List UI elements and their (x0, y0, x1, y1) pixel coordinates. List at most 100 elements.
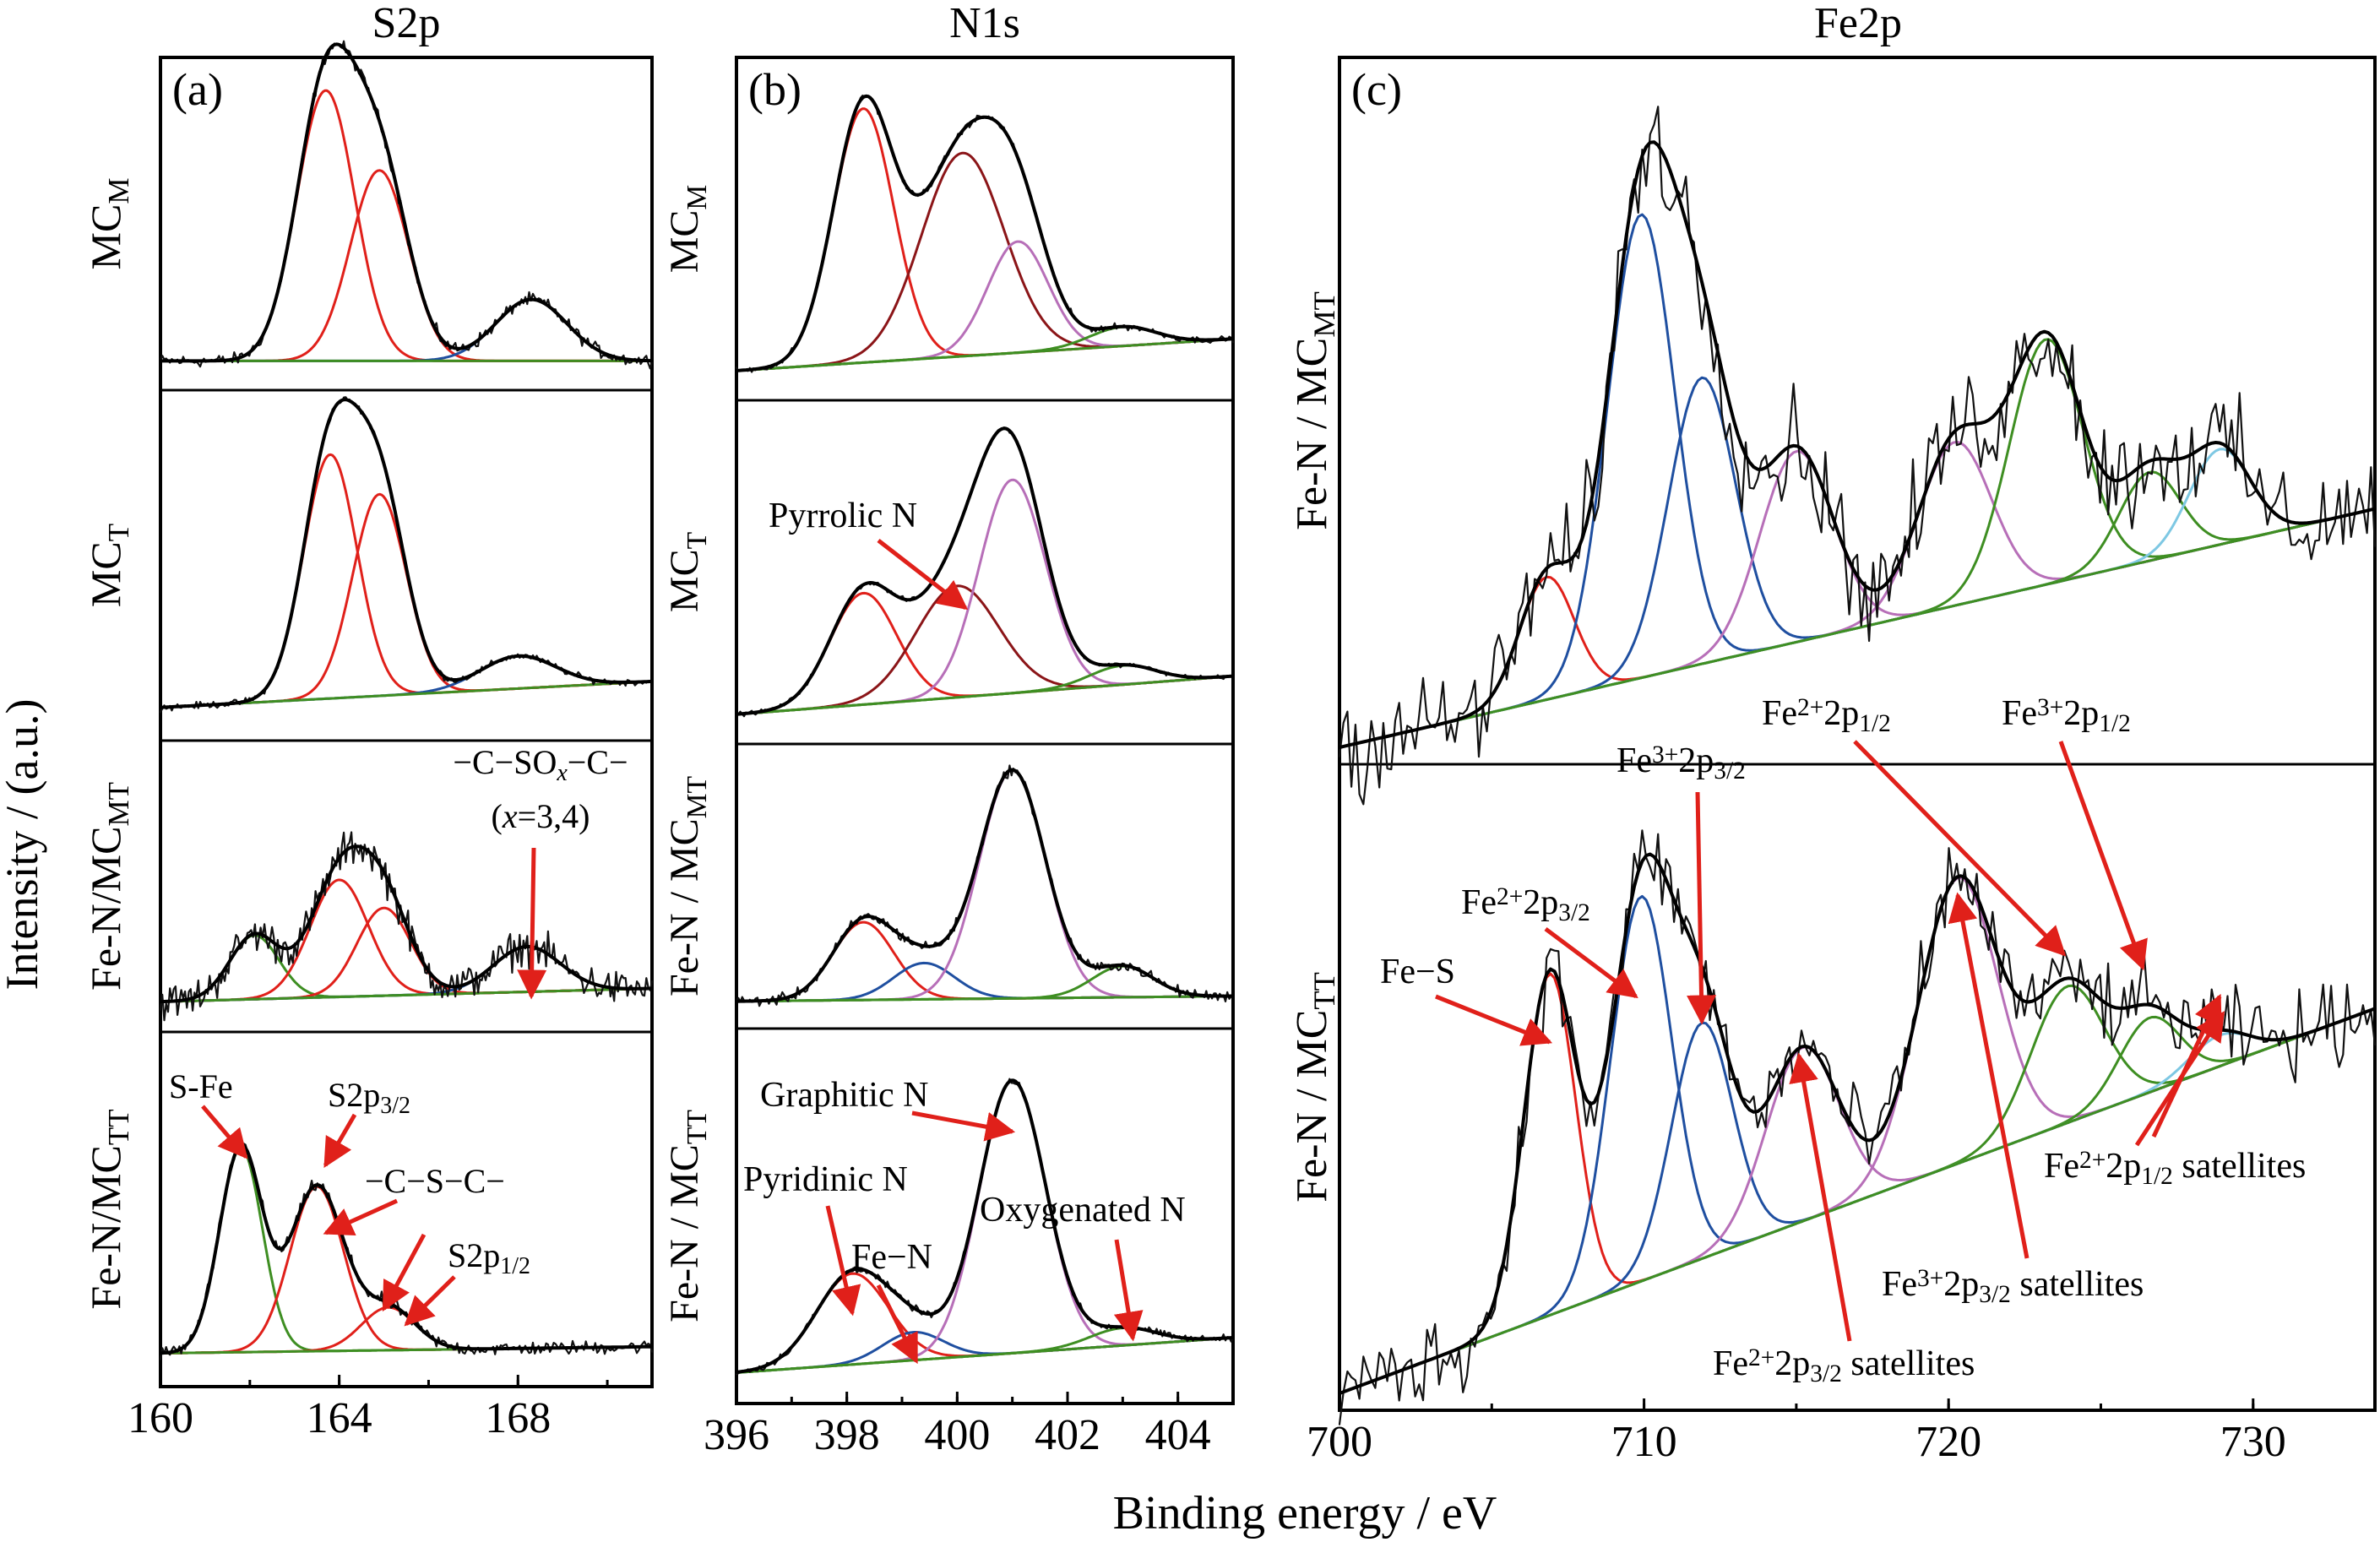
annotation-oxygenated: Oxygenated N (980, 1191, 1186, 1230)
spectrum-stack (159, 396, 654, 714)
annotation-c-sox-c: −C−SOx−C− (453, 743, 628, 786)
annotation-arrow (1853, 740, 2067, 957)
x-tick-label: 396 (704, 1411, 769, 1459)
panel-frame (735, 56, 1235, 1405)
stack-label: MCT (662, 532, 713, 612)
annotation-arrow (1435, 994, 1553, 1046)
annotation-fe2-2p12-sat: Fe2+2p1/2 satellites (2044, 1147, 2306, 1190)
annotation-arrow (1687, 791, 1717, 1025)
component-peak (1338, 338, 2377, 749)
panel-c-fe2p: Fe2p (c) 700 710 720 730 Fe-N / MCMT Fe-N / MCT… (1288, 0, 2377, 1466)
panel-label: (a) (172, 64, 223, 115)
panel-label: (c) (1351, 64, 1402, 115)
stack-label: Fe-N/MCMT (82, 782, 135, 991)
annotation-fe2-2p12: Fe2+2p1/2 (1762, 694, 1891, 737)
annotation-fe3-2p32-sat: Fe3+2p3/2 satellites (1882, 1265, 2144, 1308)
baseline (159, 987, 654, 1003)
x-tick-label: 710 (1611, 1418, 1677, 1466)
x-tick-label: 160 (128, 1394, 193, 1442)
panel-title: S2p (372, 0, 441, 47)
raw-data (735, 764, 1235, 1007)
component-peak (735, 768, 1235, 1003)
annotation-arrow (517, 847, 547, 1000)
annotation-arrow (404, 1275, 456, 1327)
annotation-arrow (323, 1198, 399, 1235)
panel-title: Fe2p (1814, 0, 1902, 47)
annotation-graphitic: Graphitic N (760, 1076, 928, 1115)
x-tick-label: 720 (1915, 1418, 1981, 1466)
spectrum-stack (735, 94, 1235, 373)
annotation-fe2-2p32: Fe2+2p3/2 (1461, 883, 1590, 926)
spectrum-stack (159, 40, 654, 370)
baseline (735, 675, 1235, 716)
annotation-pyrrolic: Pyrrolic N (769, 497, 917, 535)
component-peak (159, 453, 654, 709)
annotation-s-fe: S-Fe (169, 1067, 233, 1105)
stack-label: Fe-N / MCTT (1288, 972, 1341, 1203)
x-axis-label: Binding energy / eV (1113, 1487, 1497, 1539)
panel-a-s2p: S2p (a) 160 164 168 MCM MCT Fe-N/MCMT Fe-N/MCTT S… (82, 0, 654, 1442)
annotation-fe-s: Fe−S (1380, 953, 1455, 991)
stack-label: MCM (662, 185, 713, 274)
fit-envelope (735, 94, 1235, 372)
annotation-arrow (2058, 741, 2148, 971)
annotation-c-s-c: −C−S−C− (365, 1162, 505, 1200)
fit-envelope (159, 398, 654, 709)
x-tick-label: 402 (1035, 1411, 1100, 1459)
annotation-arrow (2134, 1011, 2225, 1147)
annotation-arrow (323, 1113, 357, 1169)
raw-data (735, 95, 1235, 373)
spectrum-stack (735, 1078, 1235, 1376)
y-axis-label: Intensity / (a.u.) (0, 699, 47, 991)
panel-frame (1338, 56, 2377, 1412)
annotation-arrow (1113, 1239, 1144, 1342)
annotation-arrow (877, 539, 969, 611)
stack-label: Fe-N / MCMT (1288, 291, 1341, 530)
baseline (735, 337, 1235, 372)
x-tick-label: 400 (924, 1411, 990, 1459)
x-tick-label: 168 (485, 1394, 551, 1442)
annotation-pyridinic: Pyridinic N (743, 1160, 908, 1199)
stack-label: Fe-N / MCTT (662, 1110, 713, 1322)
panel-b-n1s: N1s (b) 396 398 400 402 404 MCM MCT Fe-N / MCMT Fe… (662, 0, 1235, 1459)
stack-label: MCM (82, 178, 135, 270)
raw-data (159, 396, 654, 714)
annotation-arrow (825, 1205, 861, 1317)
fit-envelope (735, 1078, 1235, 1374)
annotation-arrow (911, 1110, 1016, 1142)
annotation-fe-n: Fe−N (851, 1238, 932, 1277)
baseline (735, 995, 1235, 1003)
stack-label: Fe-N/MCTT (82, 1109, 135, 1309)
spectrum-stack (735, 764, 1235, 1007)
annotation-arrow (382, 1233, 427, 1312)
annotation-s2p32: S2p3/2 (328, 1076, 410, 1119)
x-tick-label: 164 (307, 1394, 372, 1442)
x-tick-label: 398 (814, 1411, 880, 1459)
stack-label: Fe-N / MCMT (662, 776, 713, 996)
baseline (1338, 1007, 2377, 1395)
stack-label: MCT (82, 524, 135, 607)
fit-envelope (159, 42, 654, 363)
fit-envelope (1338, 852, 2377, 1395)
panel-label: (b) (748, 64, 801, 115)
component-peak (735, 151, 1235, 372)
annotation-arrow (876, 1284, 919, 1365)
panel-frame (159, 56, 654, 1388)
x-tick-label: 730 (2220, 1418, 2286, 1466)
component-peak (1338, 213, 2377, 749)
fit-envelope (159, 844, 654, 1004)
annotation-fe2-2p32-sat: Fe2+2p3/2 satellites (1713, 1344, 1975, 1387)
baseline (1338, 508, 2377, 749)
baseline (735, 1336, 1235, 1374)
x-tick-label: 700 (1307, 1418, 1372, 1466)
spectrum-stack (1338, 106, 2377, 806)
fit-envelope (1338, 140, 2377, 749)
annotation-x-range: (x=3,4) (492, 797, 590, 835)
annotation-s2p12: S2p1/2 (448, 1236, 530, 1279)
annotation-arrow (201, 1105, 248, 1159)
fit-envelope (735, 426, 1235, 716)
spectrum-stack (735, 426, 1235, 718)
annotation-fe3-2p32: Fe3+2p3/2 (1617, 741, 1746, 785)
spectrum-stack (159, 831, 654, 1022)
